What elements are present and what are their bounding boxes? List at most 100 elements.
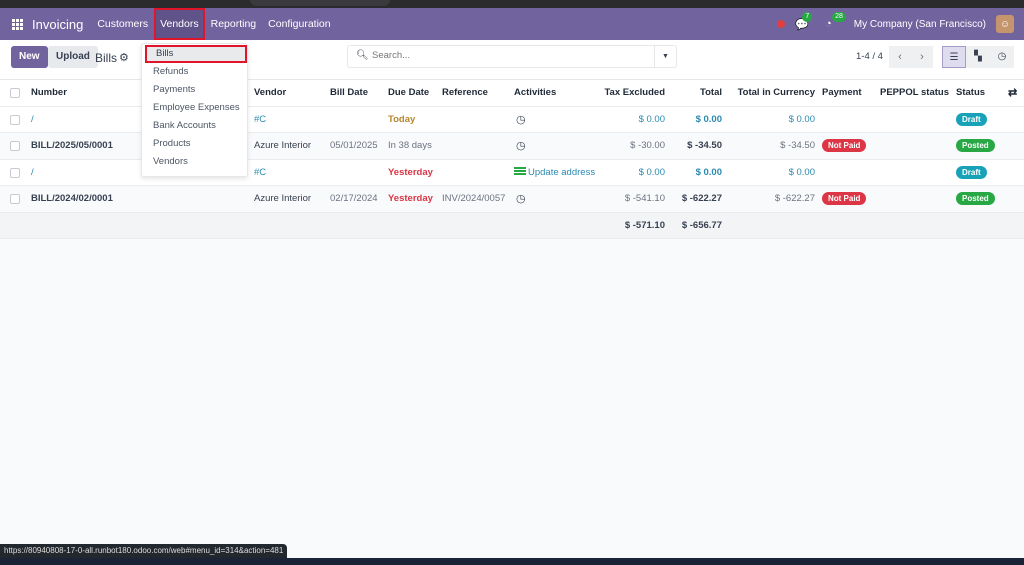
tax-excluded: $ -541.10 xyxy=(624,193,665,204)
status-badge: Draft xyxy=(956,112,987,126)
search-icon: 🔍︎ xyxy=(356,50,369,61)
bill-date: 02/17/2024 xyxy=(330,193,378,204)
activity-clock-icon[interactable]: ◷ xyxy=(516,140,526,152)
col-vendor[interactable]: Vendor xyxy=(254,87,287,98)
search-dropdown-toggle[interactable]: ▼ xyxy=(654,46,676,67)
menu-item-bank-accounts[interactable]: Bank Accounts xyxy=(153,120,216,131)
avatar[interactable]: ☺ xyxy=(996,15,1014,33)
tax-excluded: $ 0.00 xyxy=(638,166,665,178)
vendor-name[interactable]: #C xyxy=(254,113,267,125)
app-name[interactable]: Invoicing xyxy=(32,16,84,32)
page-title: Bills xyxy=(95,51,118,65)
chat-icon[interactable]: 💬 7 xyxy=(795,11,813,31)
activity-link[interactable]: Update address xyxy=(514,160,595,186)
row-checkbox[interactable] xyxy=(10,141,20,151)
menu-customers[interactable]: Customers xyxy=(97,18,149,30)
col-peppol[interactable]: PEPPOL status xyxy=(880,87,949,98)
total: $ -34.50 xyxy=(687,140,722,151)
menu-item-bills[interactable]: Bills xyxy=(145,45,247,63)
table-row[interactable]: BILL/2024/02/0001 Azure Interior 02/17/2… xyxy=(0,186,1024,213)
due-date: Yesterday xyxy=(388,166,433,178)
total-in-currency: $ -34.50 xyxy=(780,140,815,151)
activity-clock-icon[interactable]: ◔ 28 xyxy=(825,12,846,30)
col-status[interactable]: Status xyxy=(956,87,986,98)
col-tax-excluded[interactable]: Tax Excluded xyxy=(604,87,665,98)
vendor-name[interactable]: Azure Interior xyxy=(254,193,312,204)
kanban-view-button[interactable]: ▚ xyxy=(966,46,990,68)
messages-badge: 7 xyxy=(802,11,813,22)
record-dot-icon[interactable] xyxy=(777,20,786,28)
search-box: 🔍︎ ▼ xyxy=(347,45,677,68)
select-all-checkbox[interactable] xyxy=(10,88,20,98)
activity-clock-icon[interactable]: ◷ xyxy=(516,193,526,205)
row-checkbox[interactable] xyxy=(10,167,20,178)
browser-top-strip xyxy=(0,0,1024,8)
due-date: Yesterday xyxy=(388,193,433,204)
col-activities[interactable]: Activities xyxy=(514,87,557,98)
bill-number[interactable]: BILL/2025/05/0001 xyxy=(31,140,113,151)
table-footer-totals: $ -571.10 $ -656.77 xyxy=(0,212,1024,239)
vendor-name[interactable]: Azure Interior xyxy=(254,140,312,151)
menu-item-refunds[interactable]: Refunds xyxy=(153,66,189,77)
prev-page-button[interactable]: ‹ xyxy=(889,46,911,68)
activities-badge: 28 xyxy=(832,12,846,22)
tax-excluded: $ -30.00 xyxy=(630,140,665,151)
menu-item-employee-expenses[interactable]: Employee Expenses xyxy=(153,102,240,113)
reference: INV/2024/0057 xyxy=(442,193,506,204)
top-navbar: Invoicing Customers Vendors Reporting Co… xyxy=(0,8,1024,40)
vendor-name[interactable]: #C xyxy=(254,166,267,178)
col-payment[interactable]: Payment xyxy=(822,87,862,98)
total: $ -622.27 xyxy=(681,193,722,204)
bill-number[interactable]: / xyxy=(31,113,34,125)
activity-clock-icon[interactable]: ◷ xyxy=(516,113,526,126)
total-tax-excluded: $ -571.10 xyxy=(624,219,665,231)
row-checkbox[interactable] xyxy=(10,114,20,125)
total-in-currency: $ 0.00 xyxy=(788,113,815,125)
total-total: $ -656.77 xyxy=(681,219,722,231)
new-button[interactable]: New xyxy=(11,46,48,68)
col-reference[interactable]: Reference xyxy=(442,87,488,98)
activity-view-button[interactable]: ◷ xyxy=(990,46,1014,68)
browser-tab[interactable] xyxy=(250,0,390,6)
menu-item-vendors[interactable]: Vendors xyxy=(153,156,188,167)
col-total-currency[interactable]: Total in Currency xyxy=(737,87,815,98)
optional-columns-icon[interactable]: ⇄ xyxy=(1008,87,1018,99)
tax-excluded: $ 0.00 xyxy=(638,113,665,125)
menu-reporting[interactable]: Reporting xyxy=(210,18,257,30)
col-total[interactable]: Total xyxy=(700,87,722,98)
menu-item-payments[interactable]: Payments xyxy=(153,84,196,95)
col-number[interactable]: Number xyxy=(31,87,67,98)
next-page-button[interactable]: › xyxy=(911,46,933,68)
apps-grid-icon[interactable] xyxy=(12,18,23,30)
search-input[interactable] xyxy=(372,50,642,61)
total: $ 0.00 xyxy=(695,166,722,178)
status-badge: Draft xyxy=(956,165,987,179)
payment-badge: Not Paid xyxy=(822,192,867,205)
status-badge: Posted xyxy=(956,139,995,152)
os-taskbar xyxy=(0,558,1024,565)
url-status-bar: https://80940808-17-0-all.runbot180.odoo… xyxy=(0,544,288,558)
bill-number[interactable]: / xyxy=(31,166,34,178)
due-date: Today xyxy=(388,113,416,125)
gear-icon[interactable]: ⚙ xyxy=(119,52,129,64)
col-due-date[interactable]: Due Date xyxy=(388,87,430,98)
list-view-button[interactable]: ☰ xyxy=(942,46,966,68)
payment-badge: Not Paid xyxy=(822,139,867,152)
col-bill-date[interactable]: Bill Date xyxy=(330,87,369,98)
activity-list-icon xyxy=(514,166,526,176)
menu-item-products[interactable]: Products xyxy=(153,138,191,149)
total: $ 0.00 xyxy=(695,113,722,125)
total-in-currency: $ 0.00 xyxy=(788,166,815,178)
company-name[interactable]: My Company (San Francisco) xyxy=(853,18,986,30)
row-checkbox[interactable] xyxy=(10,194,20,204)
activity-text: Update address xyxy=(528,166,596,178)
menu-vendors[interactable]: Vendors xyxy=(154,8,205,40)
due-date: In 38 days xyxy=(388,140,432,151)
bill-number[interactable]: BILL/2024/02/0001 xyxy=(31,193,113,204)
menu-configuration[interactable]: Configuration xyxy=(268,18,331,30)
upload-button[interactable]: Upload xyxy=(48,46,98,68)
bill-date: 05/01/2025 xyxy=(330,140,378,151)
pager-value[interactable]: 1-4 / 4 xyxy=(856,51,883,62)
status-badge: Posted xyxy=(956,192,995,205)
vendors-dropdown-menu: Bills Refunds Payments Employee Expenses… xyxy=(141,43,248,177)
